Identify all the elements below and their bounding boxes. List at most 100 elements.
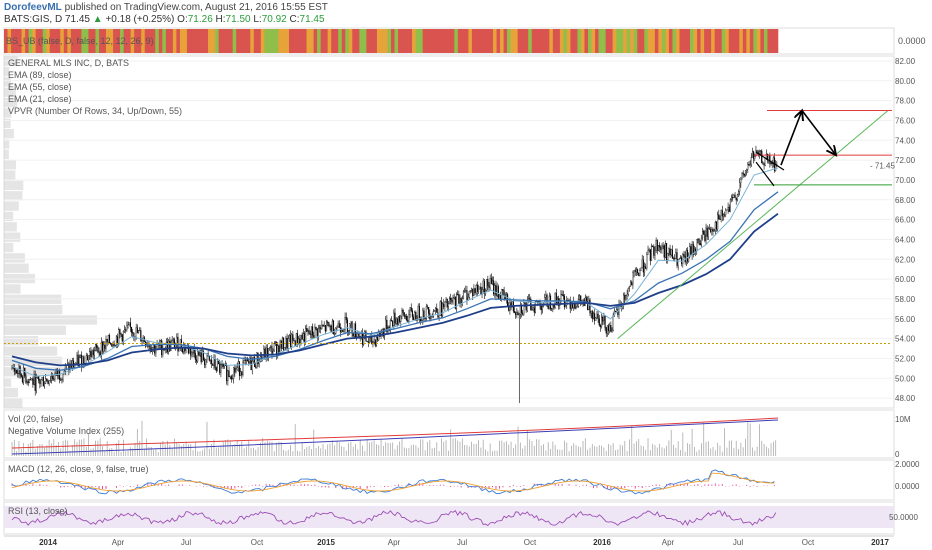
candle-body [60, 379, 62, 381]
candle-body [86, 355, 88, 361]
candle-body [81, 354, 83, 368]
candle-body [161, 340, 163, 355]
y-tick-label: 52.00 [895, 354, 916, 363]
candle-body [707, 228, 709, 237]
strip-cell [535, 29, 540, 53]
candle-body [408, 314, 410, 322]
candle-body [660, 247, 662, 250]
candle-body [468, 290, 470, 298]
vol-ma-line [11, 417, 779, 449]
rsi-label[interactable]: RSI (13, close) [8, 506, 68, 516]
candle-body [38, 375, 40, 381]
candle-body [323, 325, 325, 327]
candle-body [49, 380, 51, 381]
candle-body [201, 351, 203, 363]
strip-cell [468, 29, 473, 53]
volume-profile-bar [4, 170, 16, 180]
strip-cell [602, 29, 606, 53]
ema89-label[interactable]: EMA (89, close) [8, 70, 72, 80]
volume-profile-bar [4, 325, 66, 336]
x-tick-label: Oct [251, 538, 264, 547]
projection-arrow-down[interactable] [801, 110, 836, 156]
ema21-label[interactable]: EMA (21, close) [8, 94, 72, 104]
candle-body [259, 356, 261, 363]
candle-body [233, 367, 235, 379]
candle-body [452, 297, 454, 303]
candle-body [519, 305, 521, 315]
candle-body [729, 199, 731, 212]
candle-body [455, 293, 458, 309]
candle-body [270, 346, 272, 348]
strip-cell [134, 29, 138, 53]
vpvr-label[interactable]: VPVR (Number Of Rows, 34, Up/Down, 55) [8, 106, 183, 116]
strip-cell [144, 29, 149, 53]
strip-cell [471, 29, 476, 53]
vol-label[interactable]: Vol (20, false) [8, 414, 64, 424]
candle-body [194, 353, 196, 360]
candle-body [442, 303, 444, 317]
x-tick-label: 2015 [317, 538, 335, 547]
rsi-tick-label: 50.0000 [889, 513, 918, 522]
strip-cell [531, 29, 536, 53]
strip-cell [130, 29, 135, 53]
candle-body [734, 194, 736, 199]
strip-cell [668, 29, 673, 53]
candle-body [108, 335, 111, 344]
strip-cell [359, 29, 364, 53]
main-title[interactable]: GENERAL MLS INC, D, BATS [8, 58, 130, 68]
candle-body [121, 334, 123, 342]
ascending-trendline[interactable] [617, 110, 889, 339]
triangle-lower-line[interactable] [755, 161, 775, 187]
nvi-label[interactable]: Negative Volume Index (255) [8, 426, 125, 436]
candle-body [112, 343, 114, 347]
candle-body [650, 246, 653, 261]
strip-cell [609, 29, 613, 53]
candle-body [266, 347, 268, 358]
strip-cell [278, 29, 283, 53]
strip-cell [683, 29, 687, 53]
candle-body [39, 380, 41, 384]
candle-body [238, 361, 241, 376]
candle-body [655, 240, 657, 251]
candle-body [423, 310, 425, 318]
candle-body [403, 312, 405, 317]
candle-body [269, 347, 271, 349]
candle-body [517, 312, 519, 315]
projection-arrow-up[interactable] [780, 111, 802, 166]
candle-body [711, 229, 713, 232]
candle-body [713, 230, 715, 232]
strip-cell [331, 29, 336, 53]
candle-body [733, 194, 735, 198]
strip-cell [324, 29, 328, 53]
strip-cell [236, 29, 241, 53]
candle-body [710, 229, 712, 232]
x-tick-label: Oct [802, 538, 815, 547]
candle-body [692, 243, 694, 255]
candle-body [242, 362, 244, 376]
candle-body [417, 305, 419, 321]
candle-body [35, 377, 37, 391]
candle-body [289, 334, 292, 347]
volume-profile-bar [4, 77, 11, 87]
candle-body [248, 360, 250, 364]
candle-body [742, 172, 744, 175]
candle-body [390, 320, 393, 322]
candle-body [597, 313, 599, 319]
author-name[interactable]: DorofeevML [4, 2, 62, 13]
candle-body [229, 376, 231, 378]
triangle-upper-line[interactable] [755, 151, 785, 171]
candle-body [205, 359, 207, 366]
main-pane [3, 55, 895, 409]
macd-label[interactable]: MACD (12, 26, close, 9, false, true) [8, 464, 149, 474]
strip-cell [7, 29, 12, 53]
candle-body [14, 369, 17, 372]
ema21-line [11, 167, 779, 377]
candle-body [136, 327, 138, 334]
symbol[interactable]: BATS:GIS, D [4, 14, 63, 25]
candle-body [294, 340, 296, 347]
candle-body [740, 178, 742, 184]
strip-indicator-label[interactable]: BS_UB (false, D, false, 12, 12, 26, 9) [6, 36, 154, 46]
strip-cell [250, 29, 255, 53]
ema55-label[interactable]: EMA (55, close) [8, 82, 72, 92]
